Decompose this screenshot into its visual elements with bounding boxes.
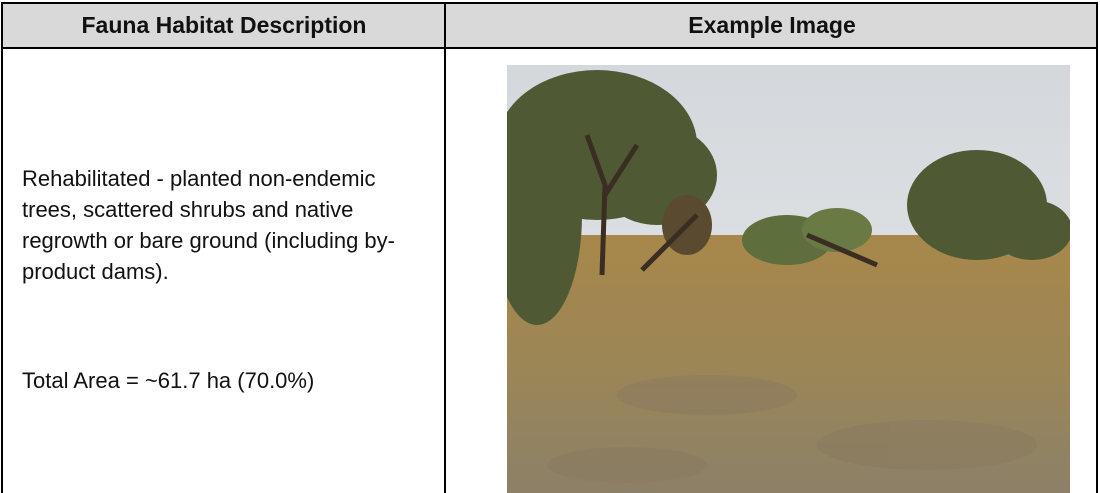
- habitat-description: Rehabilitated - planted non-endemic tree…: [22, 163, 427, 287]
- header-cell: Example Image: [446, 2, 1098, 49]
- header-cell: Fauna Habitat Description: [2, 2, 446, 49]
- border: [444, 2, 446, 493]
- border: [1, 2, 3, 493]
- document: Fauna Habitat Description Example Image …: [0, 0, 1100, 493]
- total-area: Total Area = ~61.7 ha (70.0%): [22, 365, 314, 396]
- border: [1096, 2, 1098, 493]
- example-photo: [507, 65, 1070, 493]
